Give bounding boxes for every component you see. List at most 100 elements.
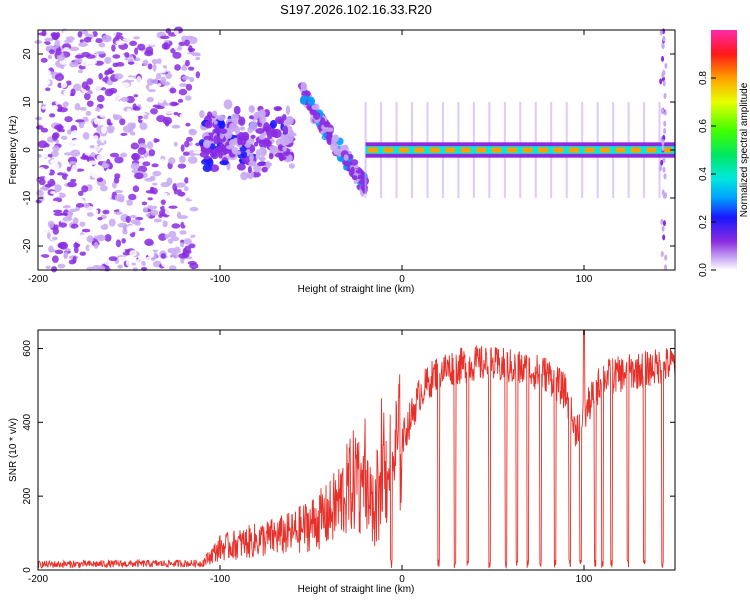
spectrogram-noise-blob <box>89 144 95 149</box>
spectrogram-noise-blob <box>52 163 60 171</box>
snr-ytick-label: 600 <box>22 340 33 357</box>
spectrogram-blob <box>203 135 213 141</box>
spectrogram-blob <box>204 120 213 129</box>
spectrogram-noise-blob <box>54 39 61 48</box>
spectrogram-noise-blob <box>131 259 140 264</box>
spectrogram-noise-blob <box>42 151 48 158</box>
spectrogram-noise-blob <box>40 57 48 63</box>
spectrogram-carrier-peak <box>615 147 626 153</box>
spectrogram-noise-blob <box>70 223 79 229</box>
spectrogram-noise-blob <box>150 156 156 161</box>
spectrogram-noise-blob <box>145 189 156 194</box>
spectrogram-blob <box>285 105 291 116</box>
spectrogram-noise-blob <box>139 183 149 191</box>
spectrogram-edge-blob <box>662 35 666 42</box>
spectrogram-noise-blob <box>68 208 78 213</box>
spectrogram-noise-blob <box>142 59 149 66</box>
spectrogram-noise-blob <box>126 77 135 81</box>
spectrogram-noise-blob <box>164 233 170 239</box>
spectrogram-noise-blob <box>135 216 144 221</box>
spectrogram-noise-blob <box>86 78 94 85</box>
spectrogram-noise-blob <box>51 266 58 273</box>
spectrogram-noise-blob <box>92 264 101 271</box>
spectrogram-blob <box>282 125 289 135</box>
spectrogram-noise-blob <box>94 145 101 152</box>
spectrogram-carrier-peak <box>630 147 641 153</box>
spectrogram-noise-blob <box>168 157 176 165</box>
spectrogram-noise-blob <box>96 234 106 242</box>
spectrogram-blob <box>213 135 220 145</box>
spectrogram-blob <box>222 148 232 154</box>
spectrogram-noise-blob <box>173 141 178 147</box>
spectrogram-noise-blob <box>172 51 182 59</box>
spectrogram-noise-blob <box>111 44 116 52</box>
colorbar-tick-label: 0.2 <box>698 215 709 229</box>
spectrogram-blob <box>266 131 273 140</box>
spectrogram-noise-blob <box>110 29 117 37</box>
spectrogram-noise-blob <box>152 244 159 251</box>
spectrogram-blob <box>282 113 287 121</box>
snr-ytick-label: 0 <box>22 567 33 573</box>
spectrogram-blob <box>255 149 261 159</box>
spectrogram-diagonal-blob <box>355 169 364 174</box>
spectrogram-edge-blob <box>659 29 663 36</box>
spectrogram-noise-blob <box>104 56 112 64</box>
spectrogram-noise-blob <box>120 132 128 137</box>
spectrogram-noise-blob <box>175 77 182 83</box>
spectrogram-noise-blob <box>125 258 132 267</box>
spectrogram-noise-blob <box>38 54 45 59</box>
spectrogram-ytick-label: -20 <box>22 238 33 253</box>
spectrogram-noise-blob <box>137 43 146 51</box>
spectrogram-noise-blob <box>100 137 105 144</box>
spectrogram-noise-blob <box>157 83 162 87</box>
spectrogram-noise-blob <box>111 95 121 103</box>
spectrogram-noise-blob <box>144 256 152 265</box>
spectrogram-blob <box>238 116 246 126</box>
spectrogram-noise-blob <box>165 111 174 115</box>
spectrogram-blob <box>236 163 246 171</box>
spectrogram-diagonal-blob <box>350 166 355 175</box>
spectrogram-noise-blob <box>79 234 85 238</box>
spectrogram-noise-blob <box>184 39 190 47</box>
spectrogram-blob <box>249 153 254 162</box>
snr-panel: -200 -100 0 100 0 200 400 600 Height of straigh… <box>8 329 676 595</box>
colorbar: 0.0 0.2 0.4 0.6 0.8 Normalized spectral ampl… <box>698 30 750 277</box>
spectrogram-noise-blob <box>57 172 64 176</box>
spectrogram-noise-blob <box>186 35 194 40</box>
spectrogram-blob <box>268 152 274 160</box>
spectrogram-noise-blob <box>179 83 188 88</box>
spectrogram-noise-blob <box>138 158 145 163</box>
spectrogram-diagonal-blob <box>323 121 331 128</box>
spectrogram-noise-blob <box>178 41 186 47</box>
spectrogram-noise-blob <box>168 205 178 209</box>
spectrogram-noise-blob <box>163 42 169 48</box>
spectrogram-noise-blob <box>111 143 118 151</box>
spectrogram-noise-blob <box>113 176 120 184</box>
spectrogram-blob <box>278 152 285 162</box>
spectrogram-noise-blob <box>122 37 133 42</box>
spectrogram-noise-blob <box>93 135 99 140</box>
spectrogram-carrier-peak <box>460 147 471 153</box>
colorbar-gradient <box>711 30 737 270</box>
spectrogram-blob <box>239 126 246 131</box>
spectrogram-noise-blob <box>129 69 138 77</box>
spectrogram-noise-blob <box>104 233 112 242</box>
spectrogram-noise-blob <box>195 56 201 61</box>
spectrogram-diagonal-blob <box>325 127 334 132</box>
colorbar-tick-label: 0.8 <box>698 71 709 85</box>
spectrogram-noise-blob <box>188 45 193 53</box>
spectrogram-noise-blob <box>48 143 54 147</box>
spectrogram-noise-blob <box>147 89 156 93</box>
spectrogram-noise-blob <box>43 219 50 223</box>
spectrogram-noise-blob <box>131 153 141 161</box>
spectrogram-noise-blob <box>98 250 109 256</box>
spectrogram-noise-blob <box>58 107 68 113</box>
spectrogram-noise-blob <box>37 167 46 174</box>
spectrogram-noise-blob <box>85 59 92 67</box>
spectrogram-noise-blob <box>170 170 180 179</box>
spectrogram-noise-blob <box>181 75 190 80</box>
spectrogram-noise-blob <box>74 227 83 234</box>
spectrogram-carrier-peak <box>646 147 657 153</box>
spectrogram-noise-blob <box>183 125 189 133</box>
